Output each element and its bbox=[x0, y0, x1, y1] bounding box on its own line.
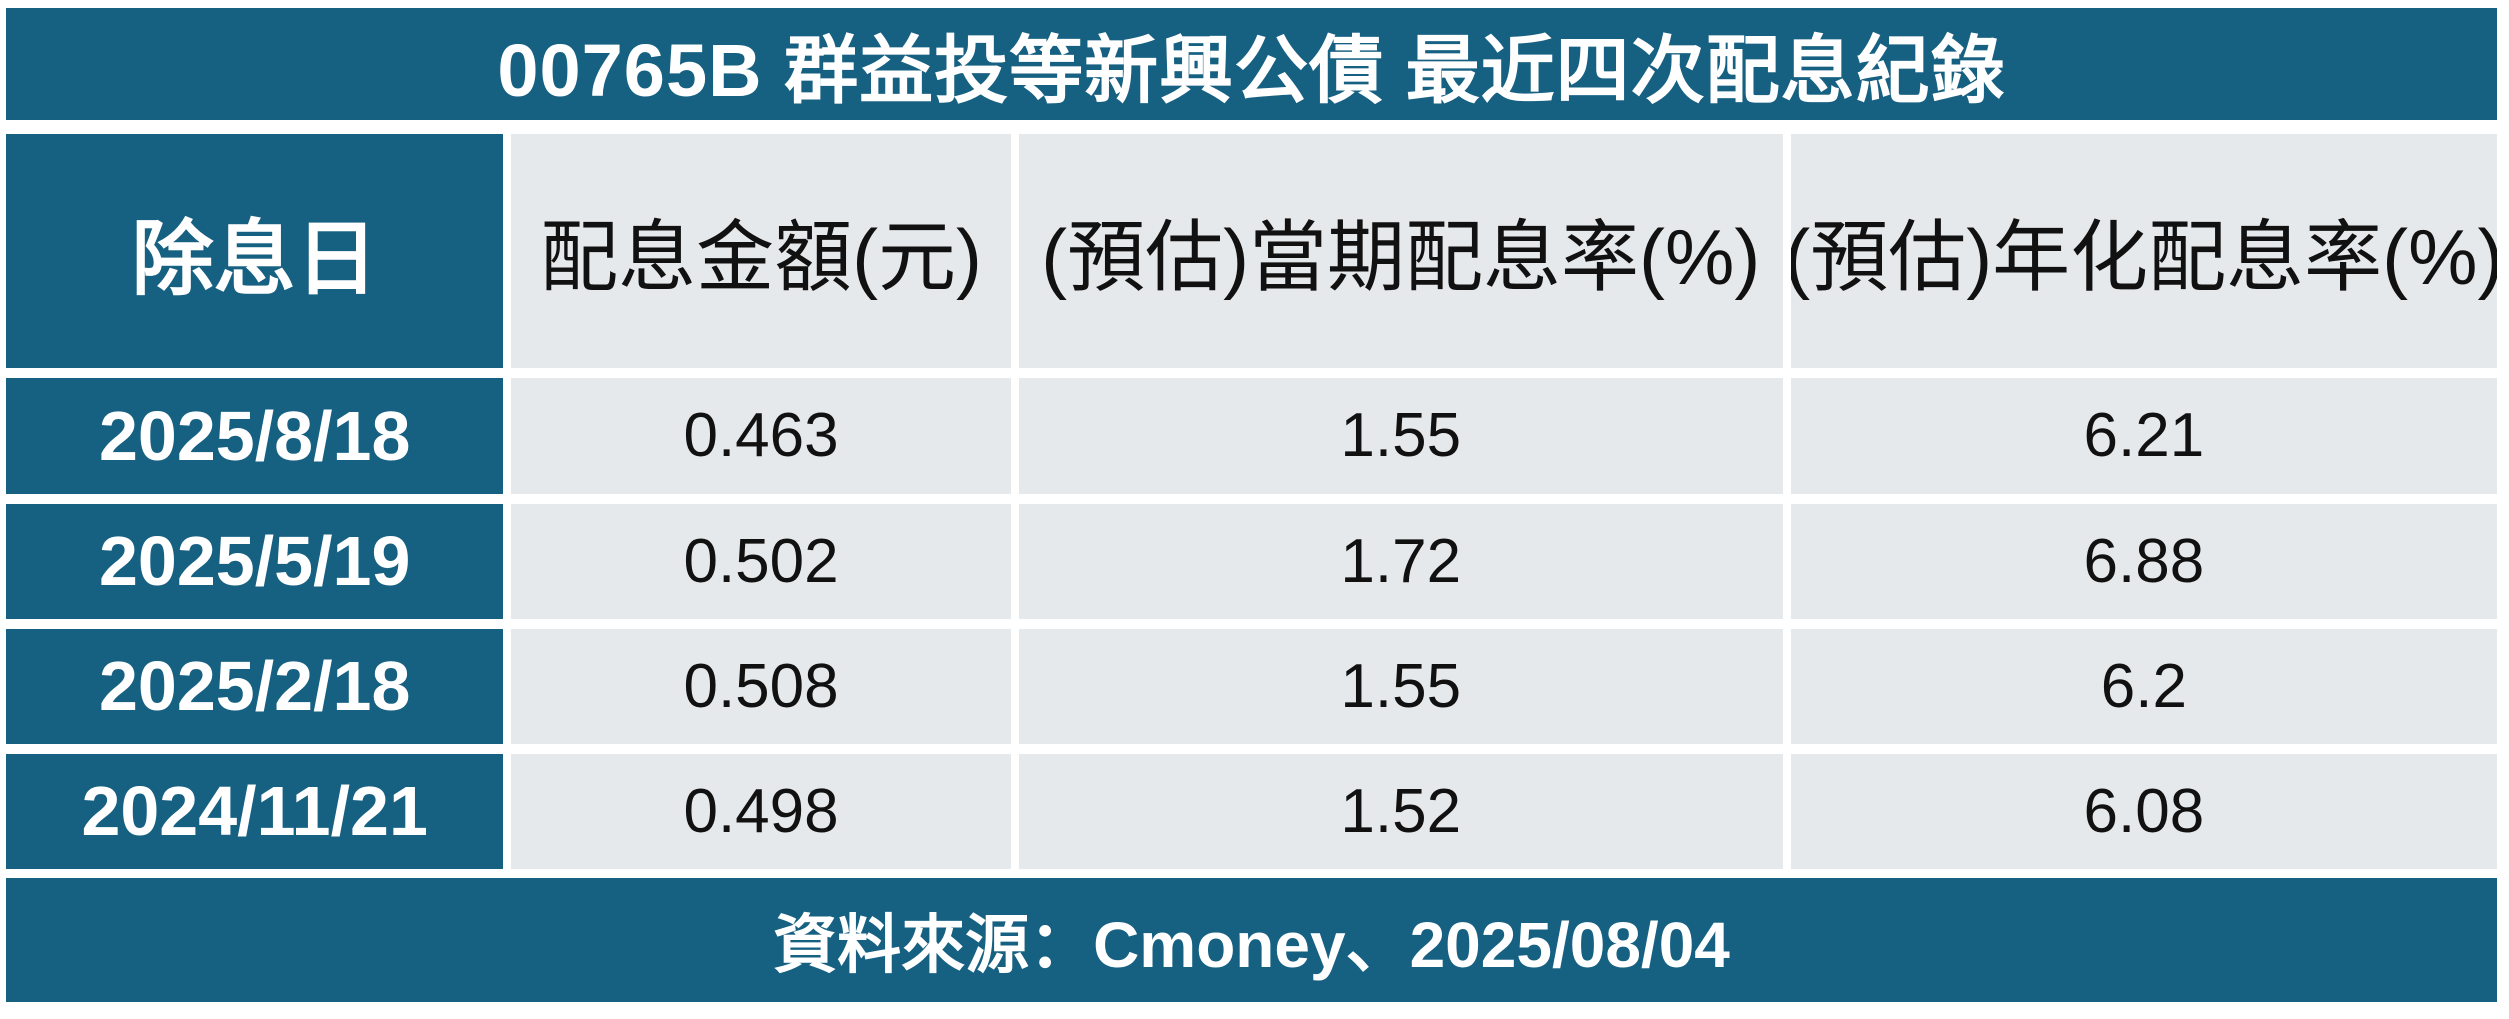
column-header-period-yield: (預估)當期配息率(%) bbox=[1018, 134, 1783, 369]
column-header-dividend-amount: 配息金額(元) bbox=[511, 134, 1011, 369]
row3-annualized-yield: 6.2 bbox=[1790, 628, 2497, 744]
row1-period-yield: 1.55 bbox=[1018, 378, 1783, 494]
row4-annualized-yield: 6.08 bbox=[1790, 753, 2497, 869]
row1-ex-dividend-date: 2025/8/18 bbox=[6, 378, 504, 494]
row1-annualized-yield: 6.21 bbox=[1790, 378, 2497, 494]
row4-period-yield: 1.52 bbox=[1018, 753, 1783, 869]
row1-dividend-amount: 0.463 bbox=[511, 378, 1011, 494]
row2-ex-dividend-date: 2025/5/19 bbox=[6, 503, 504, 619]
row3-ex-dividend-date: 2025/2/18 bbox=[6, 628, 504, 744]
row3-dividend-amount: 0.508 bbox=[511, 628, 1011, 744]
column-header-ex-dividend-date: 除息日 bbox=[6, 134, 504, 369]
row4-ex-dividend-date: 2024/11/21 bbox=[6, 753, 504, 869]
table-title: 00765B 群益投等新興公債 最近四次配息紀錄 bbox=[6, 8, 2497, 120]
row2-period-yield: 1.72 bbox=[1018, 503, 1783, 619]
column-header-annualized-yield: (預估)年化配息率(%) bbox=[1790, 134, 2497, 369]
dividend-table: 除息日 配息金額(元) (預估)當期配息率(%) (預估)年化配息率(%) 20… bbox=[6, 134, 2497, 869]
data-source: 資料來源：Cmoney、2025/08/04 bbox=[6, 878, 2497, 1002]
row4-dividend-amount: 0.498 bbox=[511, 753, 1011, 869]
row2-annualized-yield: 6.88 bbox=[1790, 503, 2497, 619]
row3-period-yield: 1.55 bbox=[1018, 628, 1783, 744]
row2-dividend-amount: 0.502 bbox=[511, 503, 1011, 619]
